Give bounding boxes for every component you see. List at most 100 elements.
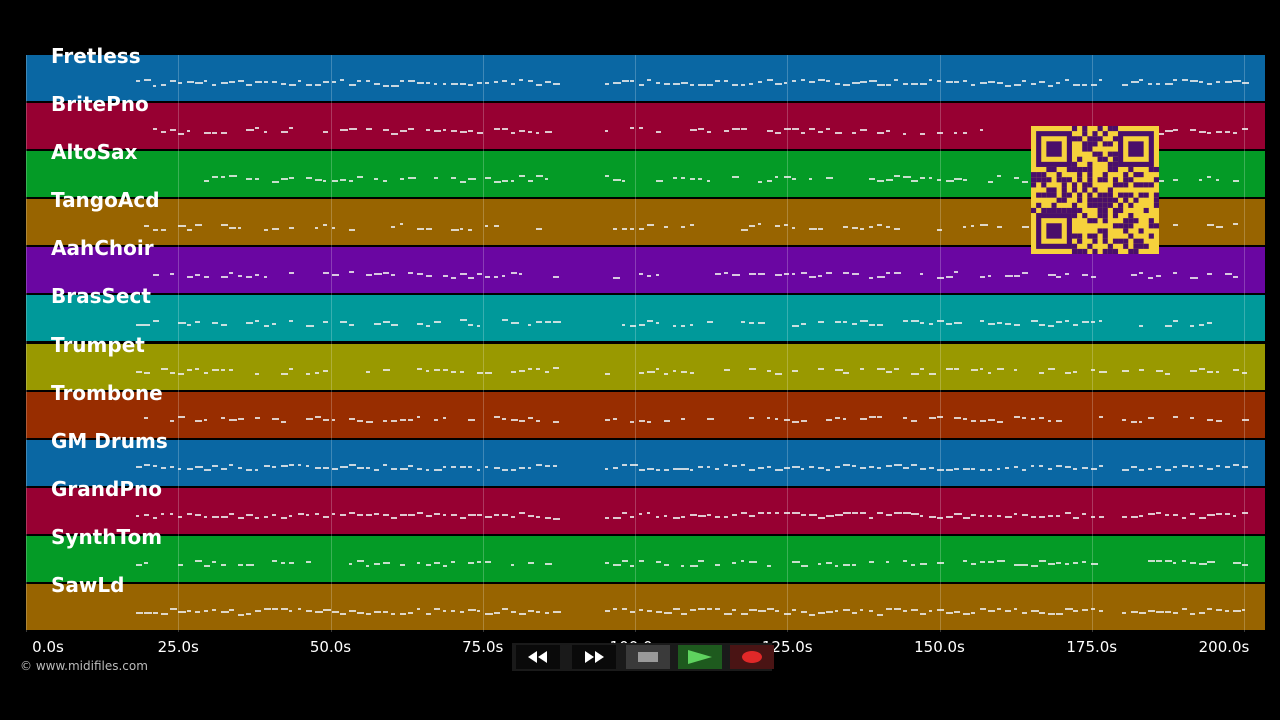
midi-note: [988, 274, 992, 277]
midi-note: [843, 417, 847, 420]
midi-note: [229, 175, 238, 178]
midi-note: [1173, 224, 1179, 227]
midi-note: [732, 127, 740, 130]
midi-note: [996, 560, 1005, 563]
fast-forward-button[interactable]: [572, 645, 616, 669]
midi-note: [920, 177, 926, 180]
stop-button[interactable]: [626, 645, 670, 669]
track-row[interactable]: GrandPno: [26, 478, 1265, 536]
midi-note: [715, 563, 720, 566]
midi-note: [911, 563, 915, 566]
midi-note: [331, 179, 338, 182]
midi-note: [732, 608, 737, 611]
track-row[interactable]: Trombone: [26, 382, 1265, 440]
track-row[interactable]: SynthTom: [26, 526, 1265, 584]
midi-note: [374, 178, 379, 181]
record-icon: [742, 651, 762, 663]
midi-note: [920, 562, 927, 565]
track-row[interactable]: SawLd: [26, 574, 1265, 632]
play-button[interactable]: [678, 645, 722, 669]
midi-note: [161, 84, 166, 87]
midi-note: [937, 469, 945, 472]
midi-note: [902, 609, 908, 612]
midi-note: [1233, 223, 1238, 226]
midi-note: [834, 369, 843, 372]
midi-note: [331, 419, 335, 422]
midi-note: [399, 467, 408, 470]
midi-note: [451, 465, 456, 468]
midi-note: [502, 319, 508, 322]
midi-note: [809, 128, 815, 131]
midi-note: [1030, 418, 1036, 421]
midi-note: [1099, 415, 1103, 418]
midi-note: [860, 129, 868, 132]
midi-note: [877, 416, 882, 419]
record-button[interactable]: [730, 645, 774, 669]
midi-note: [1139, 612, 1146, 615]
midi-note: [391, 420, 397, 423]
track-row[interactable]: GM Drums: [26, 430, 1265, 488]
midi-note: [1139, 324, 1144, 327]
midi-note: [254, 372, 259, 375]
midi-note: [186, 228, 192, 231]
midi-note: [1173, 79, 1177, 82]
midi-note: [254, 517, 260, 520]
track-row[interactable]: BrasSect: [26, 285, 1265, 344]
midi-note: [468, 418, 476, 421]
midi-note: [706, 608, 712, 611]
midi-note: [715, 273, 721, 276]
midi-note: [732, 513, 737, 516]
midi-note: [792, 608, 796, 611]
midi-note: [775, 274, 783, 277]
midi-note: [519, 466, 526, 469]
track-label: AltoSax: [51, 140, 138, 165]
midi-note: [979, 129, 983, 132]
midi-note: [1022, 226, 1029, 229]
midi-note: [391, 226, 396, 229]
midi-note: [911, 608, 919, 611]
midi-note: [399, 79, 404, 82]
midi-note: [152, 84, 157, 87]
midi-note: [1215, 608, 1222, 611]
midi-note: [195, 81, 204, 84]
midi-note: [723, 79, 729, 82]
midi-note: [203, 275, 210, 278]
midi-note: [775, 468, 783, 471]
midi-note: [399, 178, 404, 181]
midi-note: [1022, 563, 1028, 566]
midi-note: [996, 175, 1001, 178]
tracks-area[interactable]: Fretless BritePno AltoSax TangoAcd AahChoir B…: [26, 45, 1265, 632]
midi-note: [1233, 79, 1241, 82]
midi-note: [843, 609, 851, 612]
track-row[interactable]: Fretless: [26, 45, 1265, 104]
midi-note: [911, 512, 920, 515]
midi-note: [365, 128, 373, 131]
midi-note: [220, 515, 228, 518]
midi-note: [527, 562, 535, 565]
midi-note: [979, 607, 986, 610]
midi-note: [621, 463, 627, 466]
midi-note: [877, 613, 884, 616]
midi-note: [664, 563, 669, 566]
midi-note: [1215, 371, 1220, 374]
rewind-button[interactable]: [516, 645, 560, 669]
midi-note: [1090, 607, 1096, 610]
midi-note: [553, 321, 562, 324]
midi-note: [1224, 130, 1231, 133]
midi-note: [655, 81, 661, 84]
midi-note: [1039, 560, 1047, 562]
midi-note: [945, 469, 954, 472]
midi-note: [237, 613, 245, 616]
midi-note: [1056, 420, 1063, 423]
midi-note: [144, 371, 151, 374]
midi-note: [689, 513, 697, 516]
midi-note: [604, 517, 609, 520]
midi-note: [894, 175, 901, 178]
midi-note: [775, 131, 781, 134]
track-row[interactable]: AahChoir: [26, 237, 1265, 296]
midi-note: [689, 608, 697, 611]
midi-note: [152, 128, 157, 131]
midi-note: [868, 560, 875, 563]
midi-note: [169, 608, 177, 611]
track-row[interactable]: Trumpet: [26, 334, 1265, 392]
